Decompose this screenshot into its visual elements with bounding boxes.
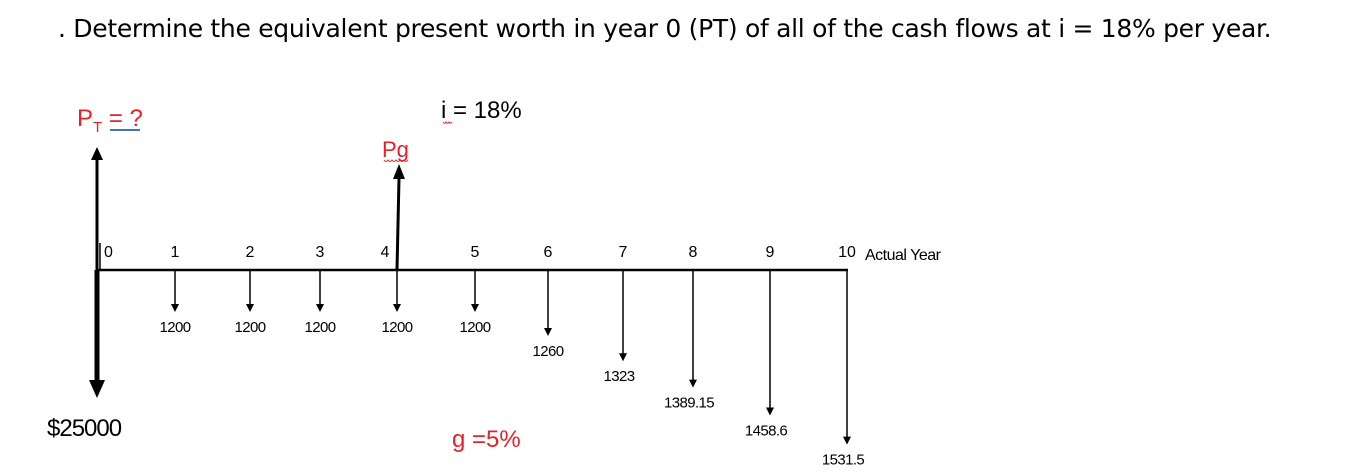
initial-cost-arrow-head bbox=[89, 380, 105, 398]
pg-label: Pg bbox=[382, 137, 409, 162]
axis-caption: Actual Year bbox=[865, 247, 942, 264]
cash-flow-arrow-head-5 bbox=[471, 304, 479, 312]
cash-flow-label-6: 1260 bbox=[533, 343, 564, 360]
cash-flow-arrow-head-1 bbox=[171, 304, 179, 312]
year-label-6: 6 bbox=[544, 244, 553, 261]
cash-flow-arrows: 1200 1200 1200 1200 1200 1260 1323 1389.15 1458.… bbox=[160, 270, 865, 469]
cash-flow-arrow-head-7 bbox=[619, 353, 627, 362]
pt-subscript: T bbox=[93, 119, 102, 136]
cash-flow-label-2: 1200 bbox=[235, 319, 266, 336]
interest-squiggle bbox=[442, 121, 453, 124]
year-label-5: 5 bbox=[471, 244, 480, 261]
year-label-7: 7 bbox=[619, 244, 628, 261]
pg-arrow-head bbox=[393, 164, 405, 179]
year-label-0: 0 bbox=[104, 244, 113, 261]
year-label-2: 2 bbox=[246, 244, 255, 261]
cash-flow-arrow-head-2 bbox=[246, 304, 254, 312]
pt-arrow-head bbox=[91, 147, 103, 160]
cash-flow-label-10: 1531.5 bbox=[822, 452, 865, 469]
year-label-1: 1 bbox=[171, 244, 180, 261]
cash-flow-arrow-head-6 bbox=[544, 328, 552, 336]
year-label-9: 9 bbox=[766, 244, 775, 261]
cash-flow-label-8: 1389.15 bbox=[664, 395, 714, 412]
cash-flow-arrow-head-8 bbox=[689, 379, 697, 388]
year-label-8: 8 bbox=[689, 244, 698, 261]
growth-label: g =5% bbox=[452, 426, 521, 453]
initial-cost-label: $25000 bbox=[47, 415, 122, 442]
cash-flow-label-4: 1200 bbox=[382, 319, 413, 336]
pg-squiggle bbox=[383, 159, 409, 162]
pg-arrow bbox=[395, 177, 401, 271]
cash-flow-arrow-head-9 bbox=[766, 407, 774, 416]
cash-flow-arrow-head-10 bbox=[843, 436, 851, 445]
year-label-10: 10 bbox=[838, 244, 856, 261]
cash-flow-arrow-head-4 bbox=[393, 304, 401, 312]
cash-flow-label-3: 1200 bbox=[305, 319, 336, 336]
cash-flow-label-1: 1200 bbox=[160, 319, 191, 336]
cash-flow-arrow-head-3 bbox=[316, 304, 324, 312]
year-label-4: 4 bbox=[381, 244, 390, 261]
pt-label: PT = ? bbox=[77, 105, 143, 136]
year-labels: 0 1 2 3 4 5 6 7 8 9 10 bbox=[99, 243, 856, 270]
cash-flow-label-7: 1323 bbox=[604, 368, 635, 385]
interest-label: i = 18% bbox=[441, 97, 522, 124]
question-text: . Determine the equivalent present worth… bbox=[58, 14, 1272, 43]
cash-flow-label-5: 1200 bbox=[460, 319, 491, 336]
cash-flow-label-9: 1458.6 bbox=[745, 422, 788, 439]
pt-suffix: = ? bbox=[102, 105, 143, 132]
year-label-3: 3 bbox=[316, 244, 325, 261]
